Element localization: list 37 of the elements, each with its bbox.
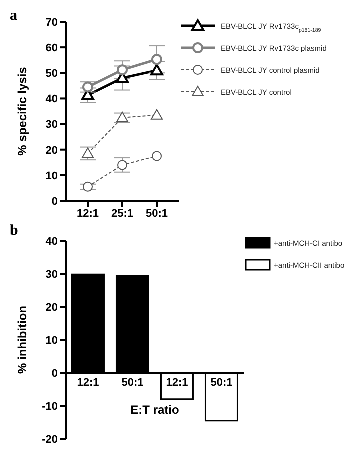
x-tick-label: 50:1 — [122, 377, 144, 389]
x-tick-label: 50:1 — [210, 377, 233, 389]
point — [82, 148, 94, 158]
y-tick-label: 10 — [46, 170, 58, 182]
y-tick-label: -10 — [42, 400, 58, 413]
point — [118, 160, 128, 170]
y-tick-label: 10 — [46, 334, 58, 347]
point — [151, 109, 163, 120]
y-tick-label: 0 — [52, 196, 58, 208]
x-tick-label: 50:1 — [146, 208, 168, 220]
point — [150, 64, 164, 76]
point — [82, 82, 94, 93]
y-axis-title: % specific lysis — [15, 66, 30, 156]
y-tick-label: 60 — [46, 42, 58, 54]
text: a — [10, 8, 18, 25]
x-tick-label: 12:1 — [77, 377, 100, 389]
x-tick-label: 12:1 — [166, 377, 188, 389]
y-tick-label: 30 — [46, 119, 58, 132]
point — [116, 112, 128, 122]
y-tick-label: 70 — [46, 16, 58, 29]
y-tick-label: 50 — [46, 68, 58, 80]
y-axis-title: % inhibition — [15, 306, 30, 374]
point — [152, 151, 162, 162]
y-tick-label: -20 — [42, 434, 58, 446]
y-tick-label: 30 — [46, 268, 58, 281]
x-tick-label: 12:1 — [76, 208, 100, 220]
x-tick-label: 25:1 — [111, 208, 134, 220]
point — [117, 64, 128, 76]
y-tick-label: 20 — [46, 144, 58, 157]
y-tick-label: 40 — [46, 236, 58, 248]
y-tick-label: 0 — [52, 368, 58, 380]
text: b — [10, 223, 18, 240]
point — [83, 182, 93, 192]
y-tick-label: 40 — [46, 94, 58, 106]
point — [152, 54, 162, 66]
x-axis-title: E:T ratio — [130, 403, 180, 417]
y-tick-label: 20 — [46, 302, 58, 314]
